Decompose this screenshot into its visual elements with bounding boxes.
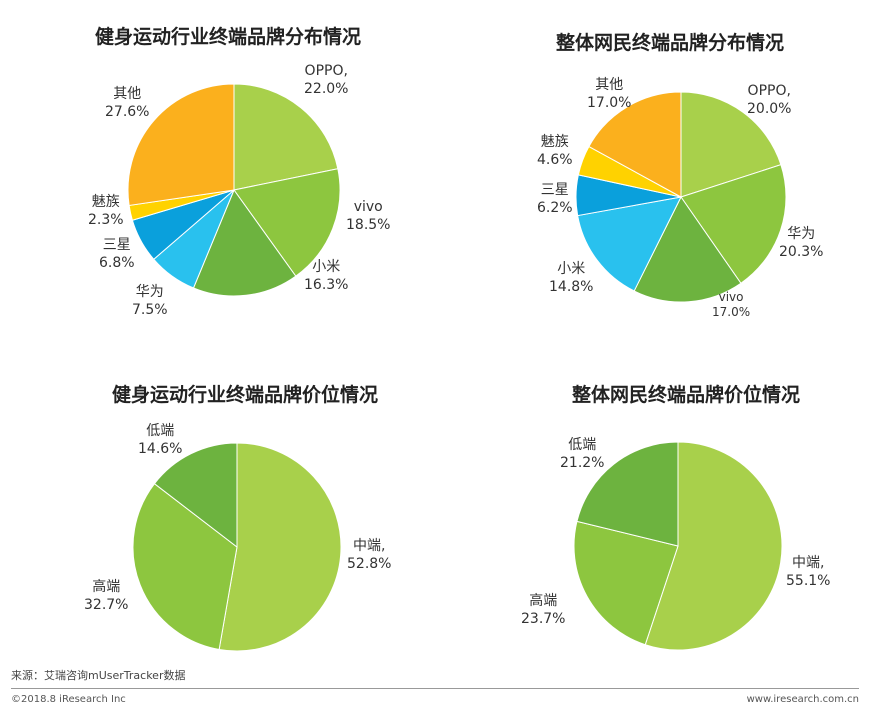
label-netizen-samsung: 三星 6.2% (537, 181, 573, 217)
label-fitness-samsung: 三星 6.8% (99, 236, 135, 272)
footer-divider (11, 688, 859, 689)
label-value: 20.0% (747, 101, 792, 117)
label-name: 华为 (135, 284, 164, 300)
label-name: vivo (718, 290, 744, 304)
pie-0 (127, 83, 341, 297)
label-value: 52.8% (347, 556, 392, 572)
label-name: 其他 (113, 86, 142, 102)
label-name: 小米 (312, 259, 341, 275)
pie-slice-1-0 (680, 91, 782, 198)
pie-slice-1-3 (577, 196, 682, 292)
label-netizen-low: 低端 21.2% (560, 436, 604, 472)
chart-title-fitness-brand: 健身运动行业终端品牌分布情况 (94, 26, 361, 48)
label-value: 22.0% (304, 81, 349, 97)
pie-slice-0-1 (233, 168, 341, 277)
chart-title-fitness-price: 健身运动行业终端品牌价位情况 (111, 384, 378, 406)
label-value: 21.2% (560, 455, 605, 471)
label-netizen-meizu: 魅族 4.6% (537, 133, 573, 169)
pie-slice-0-2 (192, 188, 297, 297)
label-value: 17.0% (712, 305, 751, 319)
label-netizen-high: 高端 23.7% (521, 592, 565, 628)
pie-3 (573, 441, 783, 651)
label-value: 17.0% (587, 95, 632, 111)
pie-slice-0-0 (233, 83, 339, 191)
label-name: vivo (353, 199, 383, 215)
label-value: 7.5% (132, 302, 168, 318)
label-name: 低端 (146, 423, 175, 439)
label-fitness-low: 低端 14.6% (138, 422, 182, 458)
label-name: 魅族 (540, 134, 569, 150)
label-fitness-other: 其他 27.6% (105, 85, 149, 121)
label-name: 三星 (102, 237, 131, 253)
label-fitness-huawei: 华为 7.5% (132, 283, 168, 319)
label-value: 27.6% (105, 104, 150, 120)
label-fitness-xiaomi: 小米 16.3% (304, 258, 348, 294)
label-name: 其他 (595, 77, 624, 93)
label-value: 55.1% (786, 573, 831, 589)
pie-slice-1-6 (588, 91, 682, 198)
label-value: 4.6% (537, 152, 573, 168)
pie-slice-3-0 (644, 441, 783, 651)
label-value: 16.3% (304, 277, 349, 293)
pie-slice-2-1 (132, 482, 238, 651)
label-value: 20.3% (779, 244, 824, 260)
label-value: 14.8% (549, 279, 594, 295)
chart-title-netizen-brand: 整体网民终端品牌分布情况 (555, 32, 784, 54)
label-fitness-mid: 中端, 52.8% (347, 537, 391, 573)
website-url: www.iresearch.com.cn (746, 694, 859, 705)
label-name: 华为 (787, 226, 816, 242)
label-value: 32.7% (84, 597, 129, 613)
pie-slice-2-0 (218, 442, 342, 652)
label-value: 18.5% (346, 217, 391, 233)
label-name: 小米 (557, 261, 586, 277)
copyright-text: ©2018.8 iResearch Inc (11, 694, 126, 705)
chart-title-netizen-price: 整体网民终端品牌价位情况 (571, 384, 800, 406)
label-netizen-mid: 中端, 55.1% (786, 554, 830, 590)
label-name: 三星 (540, 182, 569, 198)
label-value: 2.3% (88, 212, 124, 228)
label-netizen-other: 其他 17.0% (587, 76, 631, 112)
pie-2 (132, 442, 342, 652)
label-name: 高端 (529, 593, 558, 609)
label-name: 魅族 (91, 194, 120, 210)
source-note: 来源：艾瑞咨询mUserTracker数据 (11, 669, 186, 682)
pie-slice-1-1 (680, 164, 787, 284)
label-name: 高端 (92, 579, 121, 595)
label-name: 中端, (792, 555, 825, 571)
label-fitness-meizu: 魅族 2.3% (88, 193, 124, 229)
label-value: 6.2% (537, 200, 573, 216)
label-name: OPPO, (304, 63, 348, 79)
label-value: 6.8% (99, 255, 135, 271)
pie-slice-0-6 (127, 83, 235, 207)
pie-1 (575, 91, 787, 303)
label-fitness-high: 高端 32.7% (84, 578, 128, 614)
label-name: 低端 (568, 437, 597, 453)
label-netizen-xiaomi: 小米 14.8% (549, 260, 593, 296)
label-fitness-oppo: OPPO, 22.0% (304, 62, 348, 98)
label-name: 中端, (353, 538, 386, 554)
label-name: OPPO, (747, 83, 791, 99)
label-value: 23.7% (521, 611, 566, 627)
label-netizen-huawei: 华为 20.3% (779, 225, 823, 261)
pie-slice-1-2 (633, 196, 742, 303)
pie-slice-2-2 (153, 442, 238, 549)
label-fitness-vivo: vivo 18.5% (346, 198, 390, 234)
label-netizen-oppo: OPPO, 20.0% (747, 82, 791, 118)
pie-slice-3-2 (576, 441, 679, 547)
label-netizen-vivo: vivo 17.0% (712, 290, 750, 320)
label-value: 14.6% (138, 441, 183, 457)
pie-slice-3-1 (573, 520, 679, 646)
